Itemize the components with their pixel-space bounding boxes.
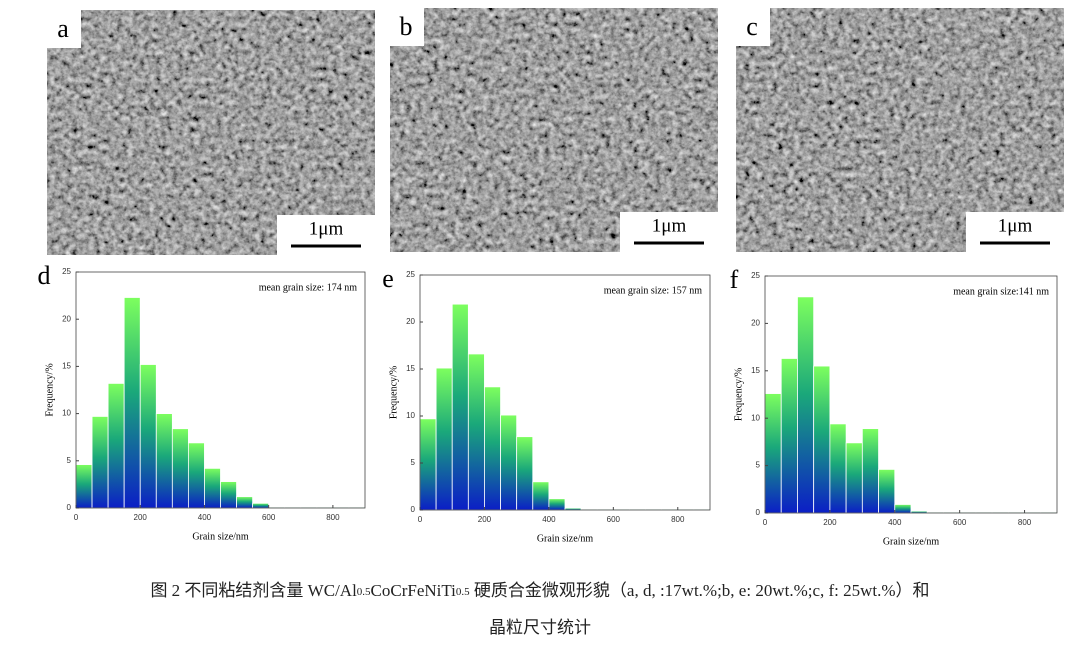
x-axis-label: Grain size/nm	[883, 536, 940, 547]
bar	[220, 481, 237, 509]
bar	[861, 428, 879, 514]
label-box	[47, 10, 81, 48]
bar	[467, 353, 485, 511]
bar	[829, 423, 847, 514]
scale-box	[277, 215, 375, 255]
bar	[252, 502, 270, 509]
bar	[123, 297, 141, 509]
bar	[155, 413, 173, 509]
y-tick-label: 25	[62, 267, 71, 276]
bar	[797, 296, 815, 514]
x-tick-label: 0	[763, 518, 768, 527]
image-label: c	[746, 12, 758, 41]
y-tick-label: 20	[62, 314, 71, 323]
panel-label: e	[382, 264, 394, 293]
bar	[139, 364, 157, 509]
y-tick-label: 25	[406, 270, 415, 279]
bar	[878, 468, 896, 514]
sem-image	[47, 10, 375, 255]
x-tick-label: 400	[198, 513, 212, 522]
panel-label: d	[38, 261, 51, 290]
x-tick-label: 400	[542, 515, 556, 524]
x-axis-label: Grain size/nm	[192, 531, 249, 542]
caption-line2: 晶粒尺寸统计	[489, 618, 591, 637]
x-tick-label: 600	[953, 518, 967, 527]
bar	[484, 386, 501, 511]
y-tick-label: 0	[411, 505, 416, 514]
y-tick-label: 20	[406, 317, 415, 326]
y-tick-label: 5	[411, 458, 416, 467]
annotation: mean grain size: 157 nm	[604, 285, 703, 296]
y-tick-label: 10	[406, 411, 415, 420]
y-tick-label: 25	[751, 271, 760, 280]
scale-box	[966, 212, 1064, 252]
bar	[171, 428, 189, 509]
panel-label: f	[730, 265, 739, 294]
bar	[91, 416, 109, 509]
plot-frame	[419, 274, 711, 511]
x-tick-label: 800	[671, 515, 685, 524]
image-label: b	[400, 12, 413, 41]
bar	[419, 418, 437, 511]
bar	[187, 442, 205, 509]
sem-image	[390, 8, 718, 252]
y-tick-label: 0	[67, 503, 72, 512]
bar	[532, 481, 550, 511]
annotation: mean grain size:141 nm	[953, 286, 1049, 297]
label-box	[736, 8, 770, 46]
y-axis-label: Frequency/%	[733, 368, 744, 421]
bar	[435, 367, 453, 511]
image-label: a	[57, 14, 69, 43]
annotation: mean grain size: 174 nm	[259, 282, 358, 293]
bar	[500, 414, 518, 511]
bar	[516, 436, 534, 511]
x-tick-label: 600	[607, 515, 621, 524]
bar	[75, 464, 93, 509]
x-tick-label: 200	[823, 518, 837, 527]
y-tick-label: 5	[67, 456, 72, 465]
plot-frame	[75, 271, 366, 509]
x-axis-label: Grain size/nm	[537, 533, 594, 544]
x-tick-label: 0	[74, 513, 79, 522]
x-tick-label: 200	[134, 513, 148, 522]
x-tick-label: 800	[326, 513, 340, 522]
x-tick-label: 600	[262, 513, 276, 522]
y-tick-label: 20	[751, 319, 760, 328]
y-tick-label: 15	[751, 366, 760, 375]
bar	[813, 365, 831, 514]
y-tick-label: 10	[62, 409, 71, 418]
scale-label: 1μm	[652, 215, 687, 236]
scale-label: 1μm	[998, 215, 1033, 236]
bar	[107, 382, 125, 509]
plot-frame	[764, 275, 1058, 514]
y-tick-label: 15	[406, 364, 415, 373]
bar	[845, 442, 863, 514]
bar	[548, 498, 566, 511]
scale-box	[620, 212, 718, 252]
caption-line1: 图 2 不同粘结剂含量 WC/Al0.5CoCrFeNiTi0.5 硬质合金微观…	[150, 581, 929, 600]
x-tick-label: 800	[1018, 518, 1032, 527]
scale-label: 1μm	[309, 218, 344, 239]
bar	[780, 358, 798, 514]
y-axis-label: Frequency/%	[388, 366, 399, 419]
y-axis-label: Frequency/%	[44, 363, 55, 416]
bar	[894, 504, 912, 514]
y-tick-label: 15	[62, 362, 71, 371]
sem-image	[736, 8, 1064, 252]
y-tick-label: 10	[751, 413, 760, 422]
bar	[236, 496, 254, 509]
x-tick-label: 0	[418, 515, 423, 524]
label-box	[390, 8, 424, 46]
x-tick-label: 400	[888, 518, 902, 527]
bar	[764, 393, 782, 514]
bar	[451, 303, 469, 511]
y-tick-label: 5	[756, 461, 761, 470]
bar	[204, 467, 221, 509]
x-tick-label: 200	[478, 515, 492, 524]
y-tick-label: 0	[756, 508, 761, 517]
